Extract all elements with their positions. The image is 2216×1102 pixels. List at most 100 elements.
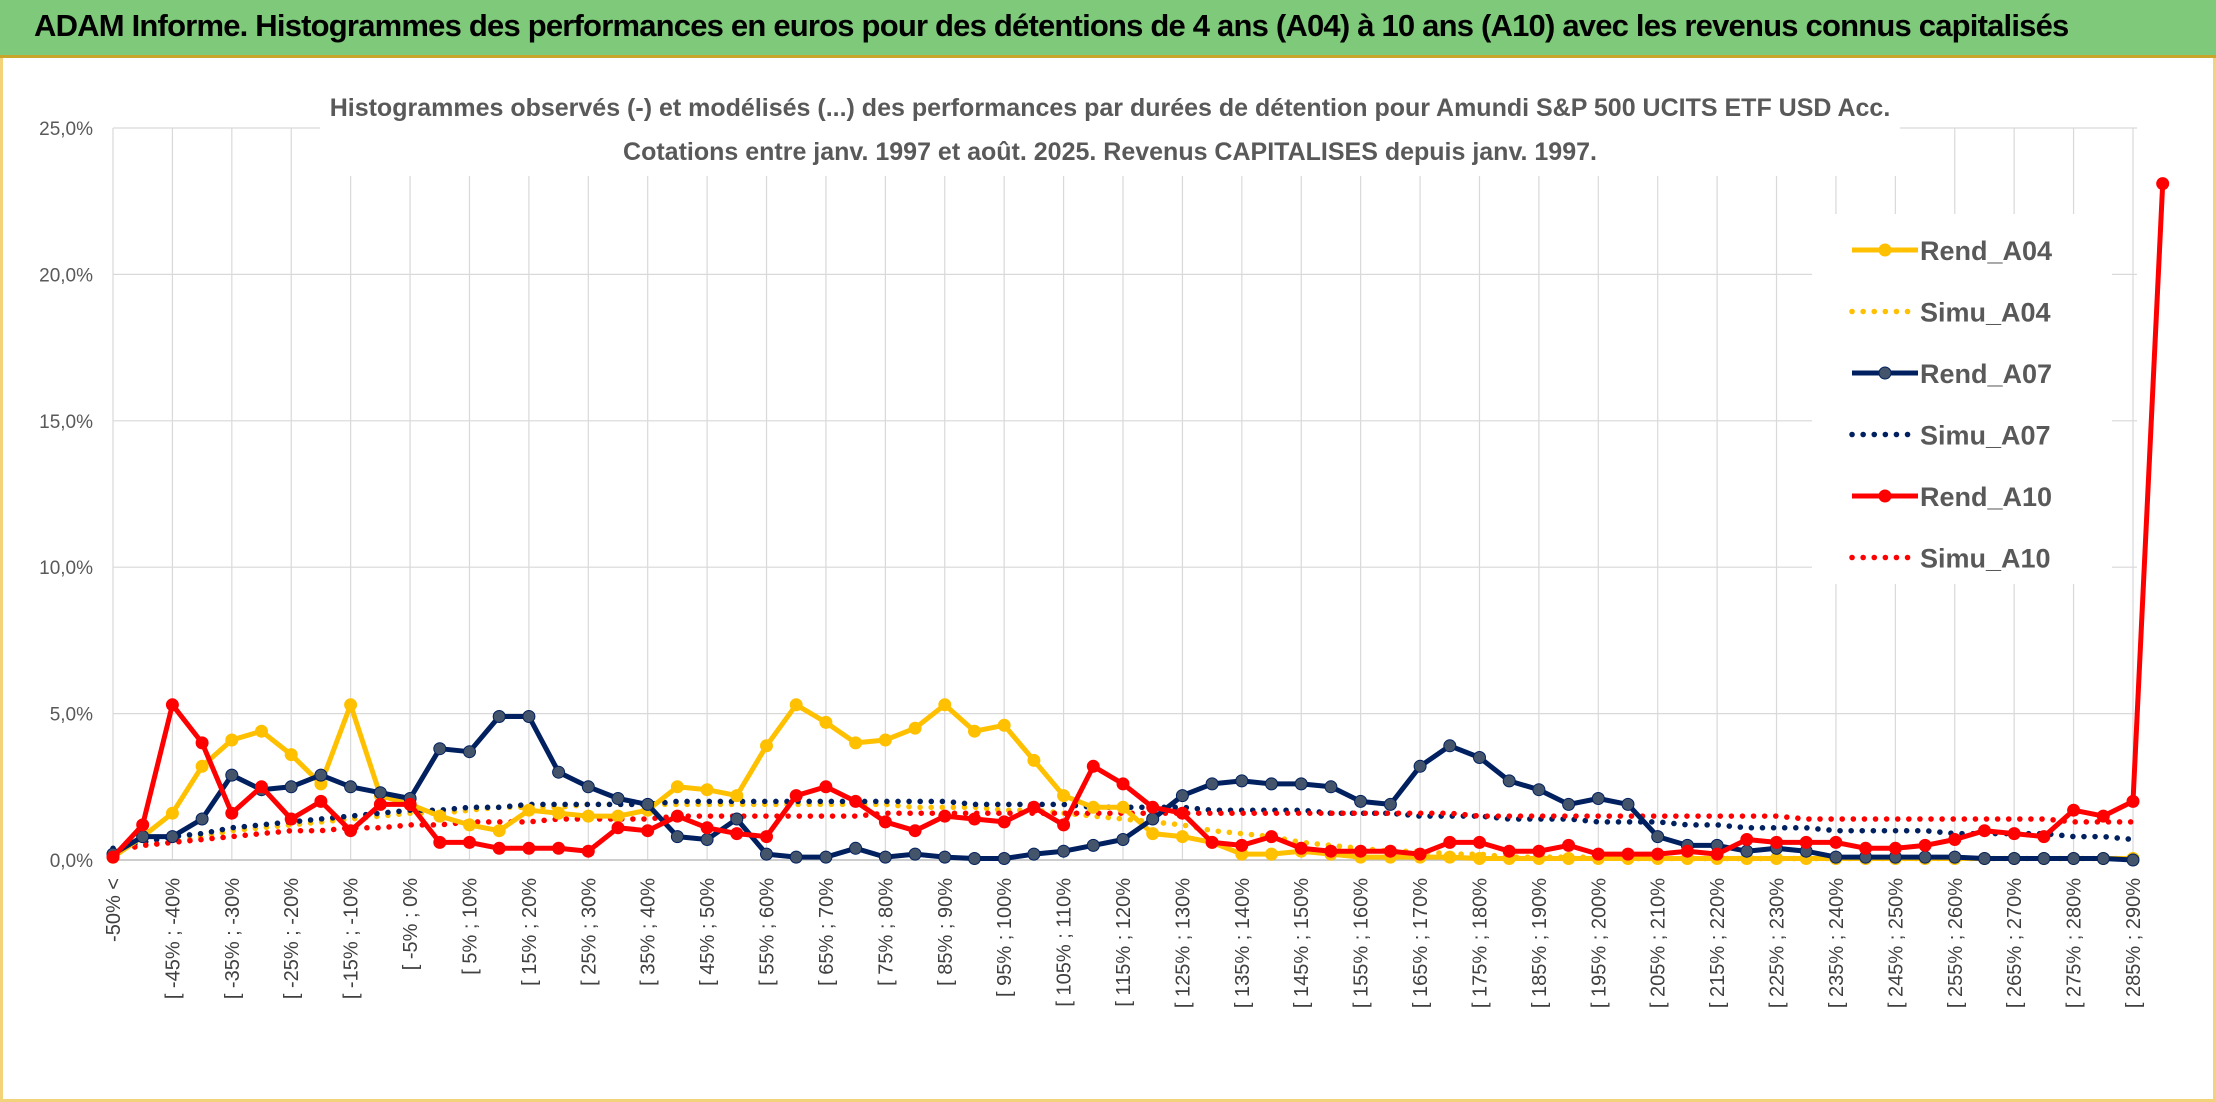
point-Rend_A10 xyxy=(1413,847,1427,861)
point-Rend_A04 xyxy=(1175,830,1189,844)
point-Rend_A10 xyxy=(1978,824,1991,838)
point-Rend_A04 xyxy=(492,824,506,838)
point-Rend_A07 xyxy=(2007,852,2021,865)
x-tick-label: [ -5% ; 0% xyxy=(400,878,422,970)
legend-entry-Rend_A10: Rend_A10 xyxy=(1852,482,2052,512)
point-Rend_A10 xyxy=(1086,759,1100,773)
point-Rend_A10 xyxy=(1740,833,1754,846)
x-tick-label: [ 25% ; 30% xyxy=(578,878,600,986)
point-Rend_A07 xyxy=(938,850,952,864)
point-Rend_A10 xyxy=(611,821,625,835)
x-tick-label: [ 285% ; 290% xyxy=(2123,878,2145,1008)
point-Rend_A10 xyxy=(1294,841,1308,855)
point-Rend_A07 xyxy=(1324,780,1338,794)
point-Rend_A07 xyxy=(195,812,209,826)
point-Rend_A10 xyxy=(463,835,476,849)
point-Rend_A10 xyxy=(2096,809,2110,823)
x-tick-label: [ 245% ; 250% xyxy=(1885,878,1907,1008)
point-Rend_A07 xyxy=(2067,852,2081,865)
point-Rend_A07 xyxy=(284,780,298,794)
point-Rend_A04 xyxy=(1473,852,1486,865)
point-Rend_A04 xyxy=(255,724,268,738)
point-Rend_A04 xyxy=(1116,800,1130,814)
point-Rend_A07 xyxy=(1413,759,1427,773)
x-tick-label: [ 265% ; 270% xyxy=(2004,878,2026,1008)
point-Rend_A10 xyxy=(1770,835,1783,849)
point-Rend_A07 xyxy=(1532,783,1546,797)
x-tick-label: [ 225% ; 230% xyxy=(1767,878,1789,1008)
point-Rend_A07 xyxy=(1146,812,1160,826)
y-tick-label: 10,0% xyxy=(39,558,93,579)
point-Rend_A10 xyxy=(760,830,773,844)
point-Rend_A07 xyxy=(1294,777,1308,791)
point-Rend_A04 xyxy=(1443,850,1457,864)
point-Rend_A10 xyxy=(700,821,714,835)
point-Rend_A04 xyxy=(670,780,684,794)
point-Rend_A10 xyxy=(1799,835,1813,849)
point-Rend_A10 xyxy=(1888,841,1902,855)
point-Rend_A10 xyxy=(1443,835,1457,849)
x-tick-label: [ 185% ; 190% xyxy=(1529,878,1551,1008)
point-Rend_A04 xyxy=(284,748,298,762)
x-tick-label: [ -25% ; -20% xyxy=(281,878,303,999)
point-Rend_A10 xyxy=(165,698,179,712)
point-Rend_A07 xyxy=(700,833,714,846)
point-Rend_A07 xyxy=(849,841,863,855)
point-Rend_A04 xyxy=(581,809,595,823)
y-tick-label: 25,0% xyxy=(39,119,93,140)
point-Rend_A07 xyxy=(611,792,625,805)
point-Rend_A07 xyxy=(433,742,447,756)
point-Rend_A04 xyxy=(878,733,892,747)
point-Rend_A10 xyxy=(2067,803,2081,817)
chart-title: Histogrammes observés (-) et modélisés (… xyxy=(330,94,1891,122)
x-tick-label: -50% < xyxy=(103,878,125,942)
point-Rend_A10 xyxy=(1175,806,1189,820)
point-Rend_A07 xyxy=(1057,844,1071,858)
legend-entry-Simu_A10: Simu_A10 xyxy=(1849,544,2051,574)
point-Rend_A07 xyxy=(1473,751,1486,764)
x-tick-label: [ 145% ; 150% xyxy=(1291,878,1313,1008)
point-Rend_A10 xyxy=(225,806,239,820)
point-Rend_A10 xyxy=(670,809,684,823)
point-Rend_A10 xyxy=(373,797,387,811)
point-Rend_A04 xyxy=(611,809,625,823)
legend-label: Rend_A04 xyxy=(1920,236,2052,266)
legend-entry-Simu_A07: Simu_A07 xyxy=(1849,421,2051,451)
series-Simu_A07 xyxy=(110,798,2136,852)
point-Rend_A07 xyxy=(165,830,179,844)
point-Rend_A10 xyxy=(968,812,981,826)
point-Rend_A07 xyxy=(641,797,655,811)
point-Rend_A04 xyxy=(225,733,239,747)
point-Rend_A10 xyxy=(403,797,417,811)
legend-box xyxy=(1812,214,2112,584)
point-Rend_A04 xyxy=(849,736,863,750)
point-Rend_A04 xyxy=(552,806,566,820)
point-Rend_A10 xyxy=(2126,794,2140,808)
point-Rend_A04 xyxy=(819,715,833,729)
x-tick-label: [ 175% ; 180% xyxy=(1469,878,1491,1008)
legend-label: Simu_A04 xyxy=(1920,298,2051,328)
point-Rend_A10 xyxy=(1116,777,1130,791)
y-axis-ticks: 0,0% 5,0% 10,0% 15,0% 20,0% 25,0% xyxy=(39,119,93,872)
report-banner: ADAM Informe. Histogrammes des performan… xyxy=(0,0,2216,58)
point-Rend_A10 xyxy=(492,841,506,855)
point-Rend_A10 xyxy=(1057,818,1071,832)
point-Rend_A04 xyxy=(344,698,358,712)
x-tick-label: [ -45% ; -40% xyxy=(162,878,184,999)
point-Rend_A04 xyxy=(938,698,952,712)
point-Rend_A10 xyxy=(344,824,358,838)
title-backdrop xyxy=(320,84,1900,176)
y-tick-label: 15,0% xyxy=(39,412,93,433)
chart-frame xyxy=(0,58,2216,1102)
point-Rend_A10 xyxy=(2037,830,2051,844)
y-tick-label: 20,0% xyxy=(39,265,93,286)
point-Rend_A07 xyxy=(492,710,506,723)
point-Rend_A10 xyxy=(433,835,447,849)
point-Rend_A07 xyxy=(552,765,566,779)
point-Rend_A10 xyxy=(552,841,566,855)
point-Rend_A07 xyxy=(1562,797,1576,811)
x-tick-label: [ 75% ; 80% xyxy=(875,878,897,986)
point-Rend_A10 xyxy=(522,841,536,855)
point-Rend_A04 xyxy=(463,818,476,832)
point-Rend_A04 xyxy=(730,789,744,803)
